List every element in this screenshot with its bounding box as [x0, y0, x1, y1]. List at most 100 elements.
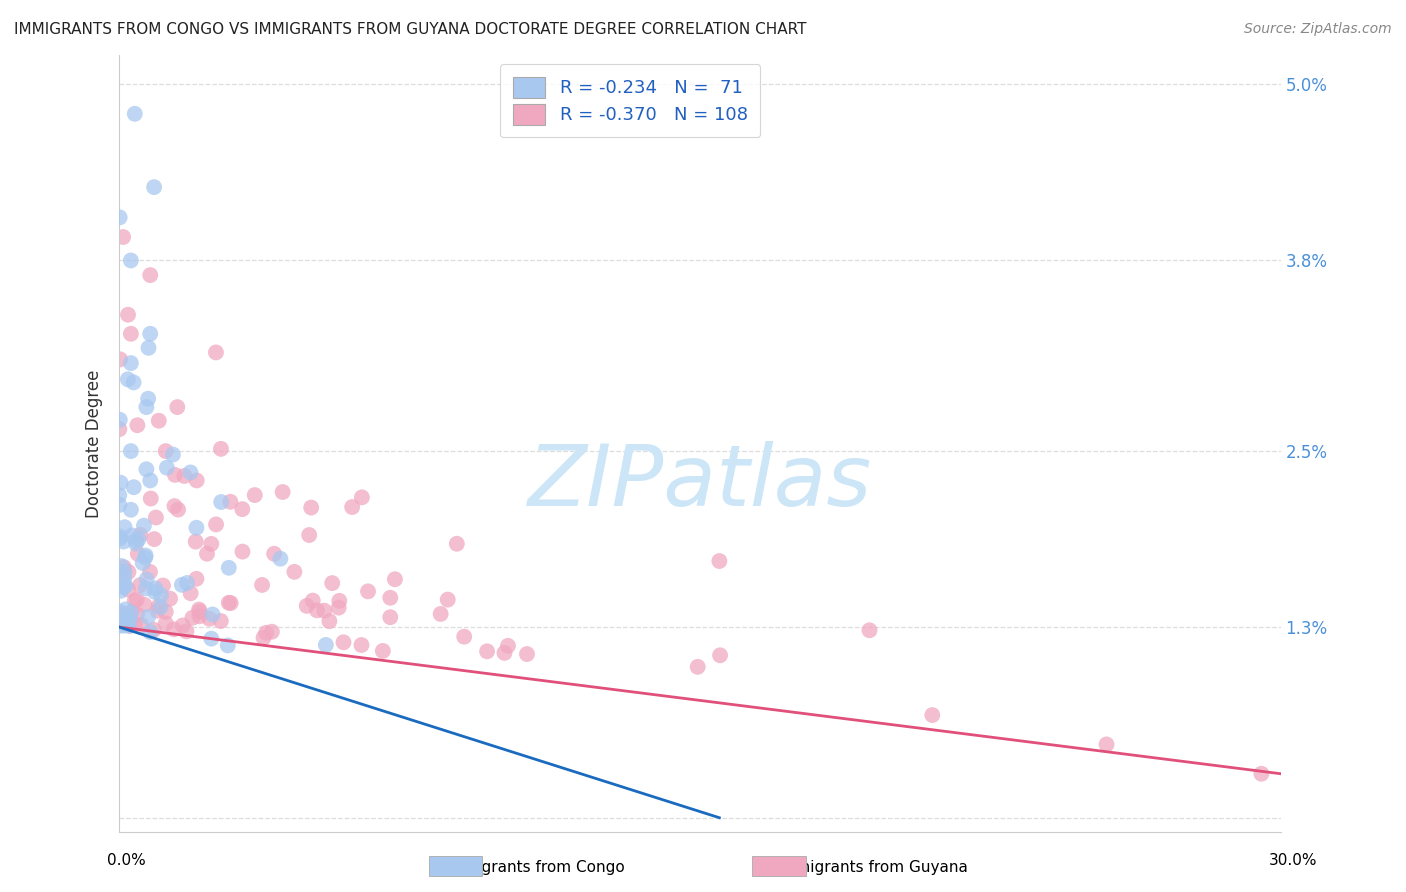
Point: [136, 610, 159, 624]
Point: [111, 568, 134, 582]
Point: [201, 607, 224, 622]
Point: [139, 474, 162, 488]
Point: [328, 600, 350, 615]
Point: [321, 576, 343, 591]
Point: [135, 582, 157, 596]
Point: [188, 605, 211, 619]
Point: [112, 560, 135, 574]
Point: [110, 475, 132, 490]
Point: [188, 609, 211, 624]
Point: [125, 592, 148, 607]
Point: [188, 602, 211, 616]
Point: [124, 593, 146, 607]
Point: [283, 565, 305, 579]
Point: [166, 400, 188, 414]
Point: [108, 530, 131, 544]
Point: [120, 606, 142, 620]
Point: [112, 618, 135, 632]
Legend: R = -0.234   N =  71, R = -0.370   N = 108: R = -0.234 N = 71, R = -0.370 N = 108: [501, 64, 761, 137]
Point: [108, 413, 131, 427]
Point: [350, 491, 373, 505]
Point: [209, 495, 232, 509]
Point: [380, 591, 402, 605]
Point: [135, 400, 157, 414]
Point: [205, 517, 228, 532]
Point: [124, 107, 146, 121]
Point: [200, 632, 222, 646]
Point: [260, 624, 283, 639]
Point: [1095, 738, 1118, 752]
Point: [145, 510, 167, 524]
Point: [124, 533, 146, 548]
Point: [195, 547, 218, 561]
Text: Immigrants from Congo: Immigrants from Congo: [443, 860, 626, 874]
Point: [143, 180, 166, 194]
Text: Source: ZipAtlas.com: Source: ZipAtlas.com: [1244, 22, 1392, 37]
Point: [129, 578, 152, 592]
Point: [108, 498, 131, 512]
Point: [436, 592, 458, 607]
Point: [156, 460, 179, 475]
Point: [173, 469, 195, 483]
Point: [149, 588, 172, 602]
Point: [163, 499, 186, 513]
Point: [218, 561, 240, 575]
Point: [128, 532, 150, 546]
Point: [176, 576, 198, 591]
Point: [115, 617, 138, 632]
Point: [132, 556, 155, 570]
Point: [117, 565, 139, 579]
Point: [139, 491, 162, 506]
Point: [380, 610, 402, 624]
Point: [167, 502, 190, 516]
Point: [120, 253, 142, 268]
Text: 0.0%: 0.0%: [107, 854, 146, 868]
Point: [112, 230, 135, 244]
Text: ZIPatlas: ZIPatlas: [527, 442, 872, 524]
Point: [179, 466, 201, 480]
Point: [170, 578, 193, 592]
Point: [121, 528, 143, 542]
Point: [328, 594, 350, 608]
Point: [143, 532, 166, 546]
Point: [315, 638, 337, 652]
Point: [136, 392, 159, 406]
Point: [134, 550, 156, 565]
Point: [142, 623, 165, 637]
Point: [121, 605, 143, 619]
Text: Immigrants from Guyana: Immigrants from Guyana: [776, 860, 967, 874]
Point: [135, 549, 157, 563]
Point: [143, 585, 166, 599]
Point: [108, 618, 131, 632]
Point: [205, 345, 228, 359]
Point: [219, 495, 242, 509]
Point: [231, 544, 253, 558]
Point: [120, 502, 142, 516]
Point: [453, 630, 475, 644]
Point: [112, 613, 135, 627]
Point: [143, 582, 166, 596]
Text: 30.0%: 30.0%: [1270, 854, 1317, 868]
Point: [117, 308, 139, 322]
Point: [155, 444, 177, 458]
Point: [139, 326, 162, 341]
Point: [112, 571, 135, 585]
Point: [340, 500, 363, 514]
Point: [138, 341, 160, 355]
Point: [709, 554, 731, 568]
Point: [108, 532, 131, 546]
Point: [117, 372, 139, 386]
Point: [263, 547, 285, 561]
Point: [108, 488, 131, 502]
Point: [118, 611, 141, 625]
Point: [496, 639, 519, 653]
Point: [114, 520, 136, 534]
Point: [271, 485, 294, 500]
Point: [186, 474, 208, 488]
Point: [231, 502, 253, 516]
Point: [110, 607, 132, 621]
Point: [111, 612, 134, 626]
Point: [148, 599, 170, 614]
Point: [146, 604, 169, 618]
Point: [209, 614, 232, 628]
